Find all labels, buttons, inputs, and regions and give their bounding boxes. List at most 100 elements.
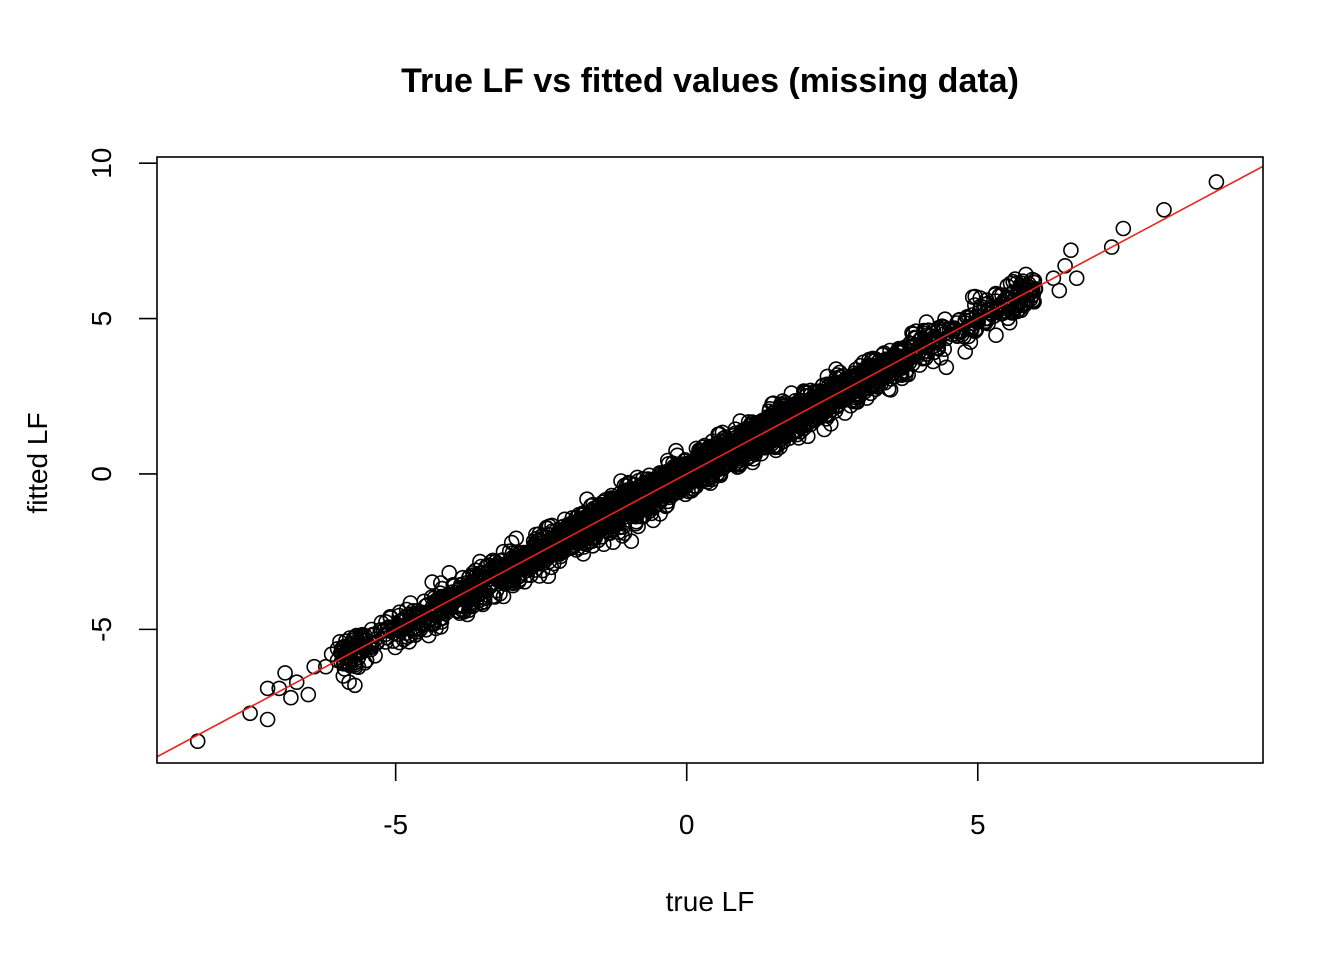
data-point [1045, 270, 1062, 287]
data-point [632, 493, 649, 510]
data-point [283, 689, 299, 706]
data-point [917, 350, 934, 367]
data-point [469, 582, 485, 599]
data-point [446, 578, 463, 594]
data-point [867, 360, 884, 377]
data-point [396, 618, 413, 635]
data-point [758, 425, 774, 442]
data-point [726, 439, 742, 455]
data-point [362, 633, 378, 650]
data-point [783, 426, 800, 442]
data-point [847, 361, 864, 378]
data-point [957, 343, 974, 360]
data-point [349, 632, 366, 649]
data-point [189, 733, 206, 750]
data-point [590, 532, 607, 549]
x-tick-label: 5 [970, 809, 986, 840]
data-point [966, 297, 983, 313]
data-point [464, 598, 481, 615]
data-point [906, 329, 923, 346]
data-point [317, 658, 334, 675]
data-point [837, 389, 854, 406]
data-point [849, 379, 866, 396]
data-point [1115, 220, 1132, 237]
y-tick-label: 10 [86, 148, 117, 179]
data-point [758, 433, 775, 450]
data-point [995, 305, 1012, 321]
data-point [658, 475, 675, 492]
data-point [459, 606, 476, 623]
data-point [1057, 257, 1073, 274]
data-point [478, 558, 495, 575]
data-point [964, 289, 981, 305]
data-point [828, 361, 844, 377]
data-point [277, 665, 293, 681]
data-point [433, 588, 450, 605]
data-point [617, 500, 634, 517]
data-point [412, 621, 429, 638]
data-point [375, 622, 392, 639]
data-point [1103, 239, 1120, 255]
data-point [642, 496, 659, 513]
data-point [715, 455, 732, 472]
x-axis: -5 0 5 [383, 763, 986, 840]
data-point [950, 312, 967, 329]
data-point [486, 589, 503, 605]
data-point [929, 323, 946, 340]
data-point [652, 506, 668, 522]
data-point [1025, 292, 1041, 309]
data-point [745, 450, 762, 467]
data-point [809, 401, 826, 418]
data-point [938, 359, 955, 376]
data-point [761, 400, 778, 417]
data-point [686, 473, 702, 489]
fit-line-layer [157, 165, 1263, 758]
data-point [848, 385, 865, 402]
data-point [585, 496, 602, 513]
data-point [347, 677, 363, 694]
data-point [882, 342, 898, 359]
data-point [852, 357, 869, 374]
y-tick-label: 5 [86, 311, 117, 327]
data-point [259, 711, 276, 728]
data-point [868, 377, 885, 393]
data-point [363, 621, 380, 638]
data-point [918, 339, 935, 356]
data-point [968, 320, 984, 337]
data-points [189, 174, 1225, 750]
data-point [242, 705, 258, 722]
data-point [1005, 273, 1022, 290]
data-point [288, 674, 305, 691]
data-point [329, 652, 346, 669]
data-point [691, 442, 707, 459]
plot-frame [156, 156, 1264, 764]
data-point [1014, 289, 1030, 305]
data-point [979, 295, 995, 312]
y-tick-label: -5 [86, 617, 117, 642]
y-tick-label: 0 [86, 466, 117, 482]
data-point [878, 351, 894, 368]
data-point [586, 515, 602, 531]
data-point [918, 314, 935, 330]
data-point [807, 383, 823, 400]
data-point [557, 529, 574, 545]
data-point [654, 484, 671, 501]
y-axis-label: fitted LF [22, 412, 53, 513]
data-point [336, 638, 353, 655]
data-point [983, 306, 999, 322]
y-axis: -5 0 5 10 [86, 148, 157, 642]
data-point [936, 341, 953, 358]
data-point [1000, 300, 1017, 316]
data-point [677, 452, 694, 468]
data-point [550, 544, 567, 561]
data-point [1063, 242, 1079, 258]
data-point [358, 652, 375, 669]
data-point [584, 537, 601, 554]
x-tick-label: 0 [679, 809, 695, 840]
data-point [1208, 174, 1225, 190]
data-point [508, 530, 525, 547]
data-point [945, 323, 962, 339]
data-point [567, 527, 584, 543]
data-point [511, 571, 528, 588]
